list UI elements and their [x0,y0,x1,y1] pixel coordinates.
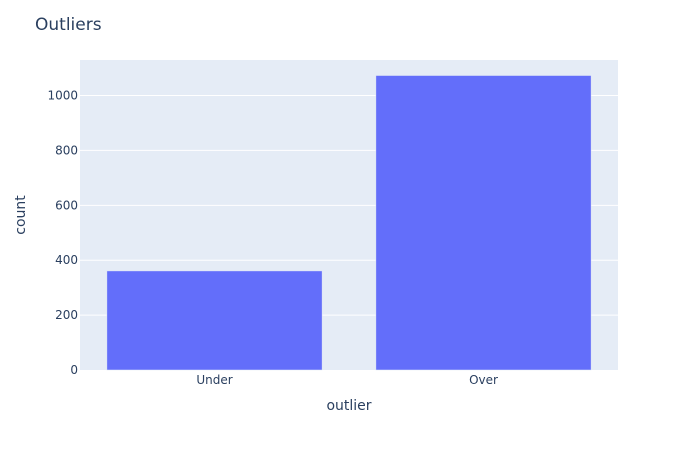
y-tick-label: 200 [55,308,78,322]
y-axis-title: count [13,195,29,235]
bar-under[interactable] [106,270,323,371]
y-tick-label: 800 [55,143,78,157]
x-tick-label-under: Under [196,373,232,387]
x-axis-title: outlier [326,398,371,414]
bars [106,75,592,371]
y-axis-ticks: 0 200 400 600 800 1000 [47,89,78,377]
x-axis-ticks: Under Over [196,373,498,387]
y-tick-label: 1000 [47,89,78,103]
chart-title: Outliers [35,15,102,35]
y-tick-label: 600 [55,198,78,212]
bar-over[interactable] [375,75,592,371]
x-tick-label-over: Over [469,373,498,387]
y-tick-label: 0 [70,363,78,377]
y-tick-label: 400 [55,253,78,267]
